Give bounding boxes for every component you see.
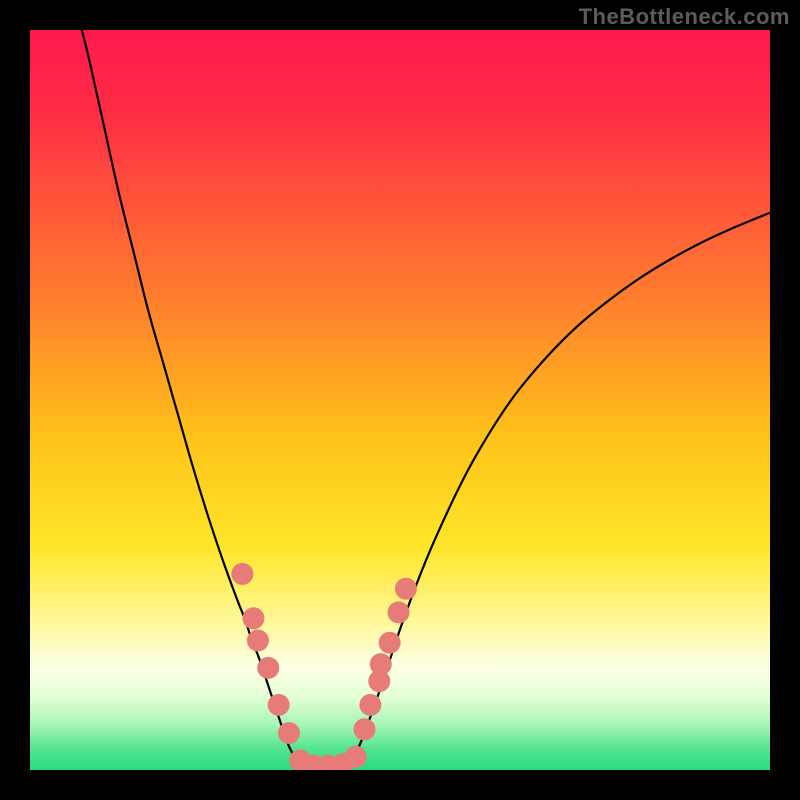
- data-marker: [359, 694, 381, 716]
- data-marker: [257, 657, 279, 679]
- data-marker: [268, 694, 290, 716]
- data-marker: [247, 630, 269, 652]
- chart-plot-area: [30, 30, 770, 770]
- data-marker: [388, 601, 410, 623]
- chart-outer-frame: TheBottleneck.com: [0, 0, 800, 800]
- data-marker: [278, 722, 300, 744]
- data-marker: [231, 563, 253, 585]
- data-marker: [379, 632, 401, 654]
- data-marker: [345, 746, 367, 768]
- watermark-text: TheBottleneck.com: [579, 4, 790, 30]
- data-marker: [395, 578, 417, 600]
- chart-svg: [30, 30, 770, 770]
- data-marker: [242, 607, 264, 629]
- data-marker: [370, 653, 392, 675]
- data-marker: [353, 718, 375, 740]
- gradient-background: [30, 30, 770, 770]
